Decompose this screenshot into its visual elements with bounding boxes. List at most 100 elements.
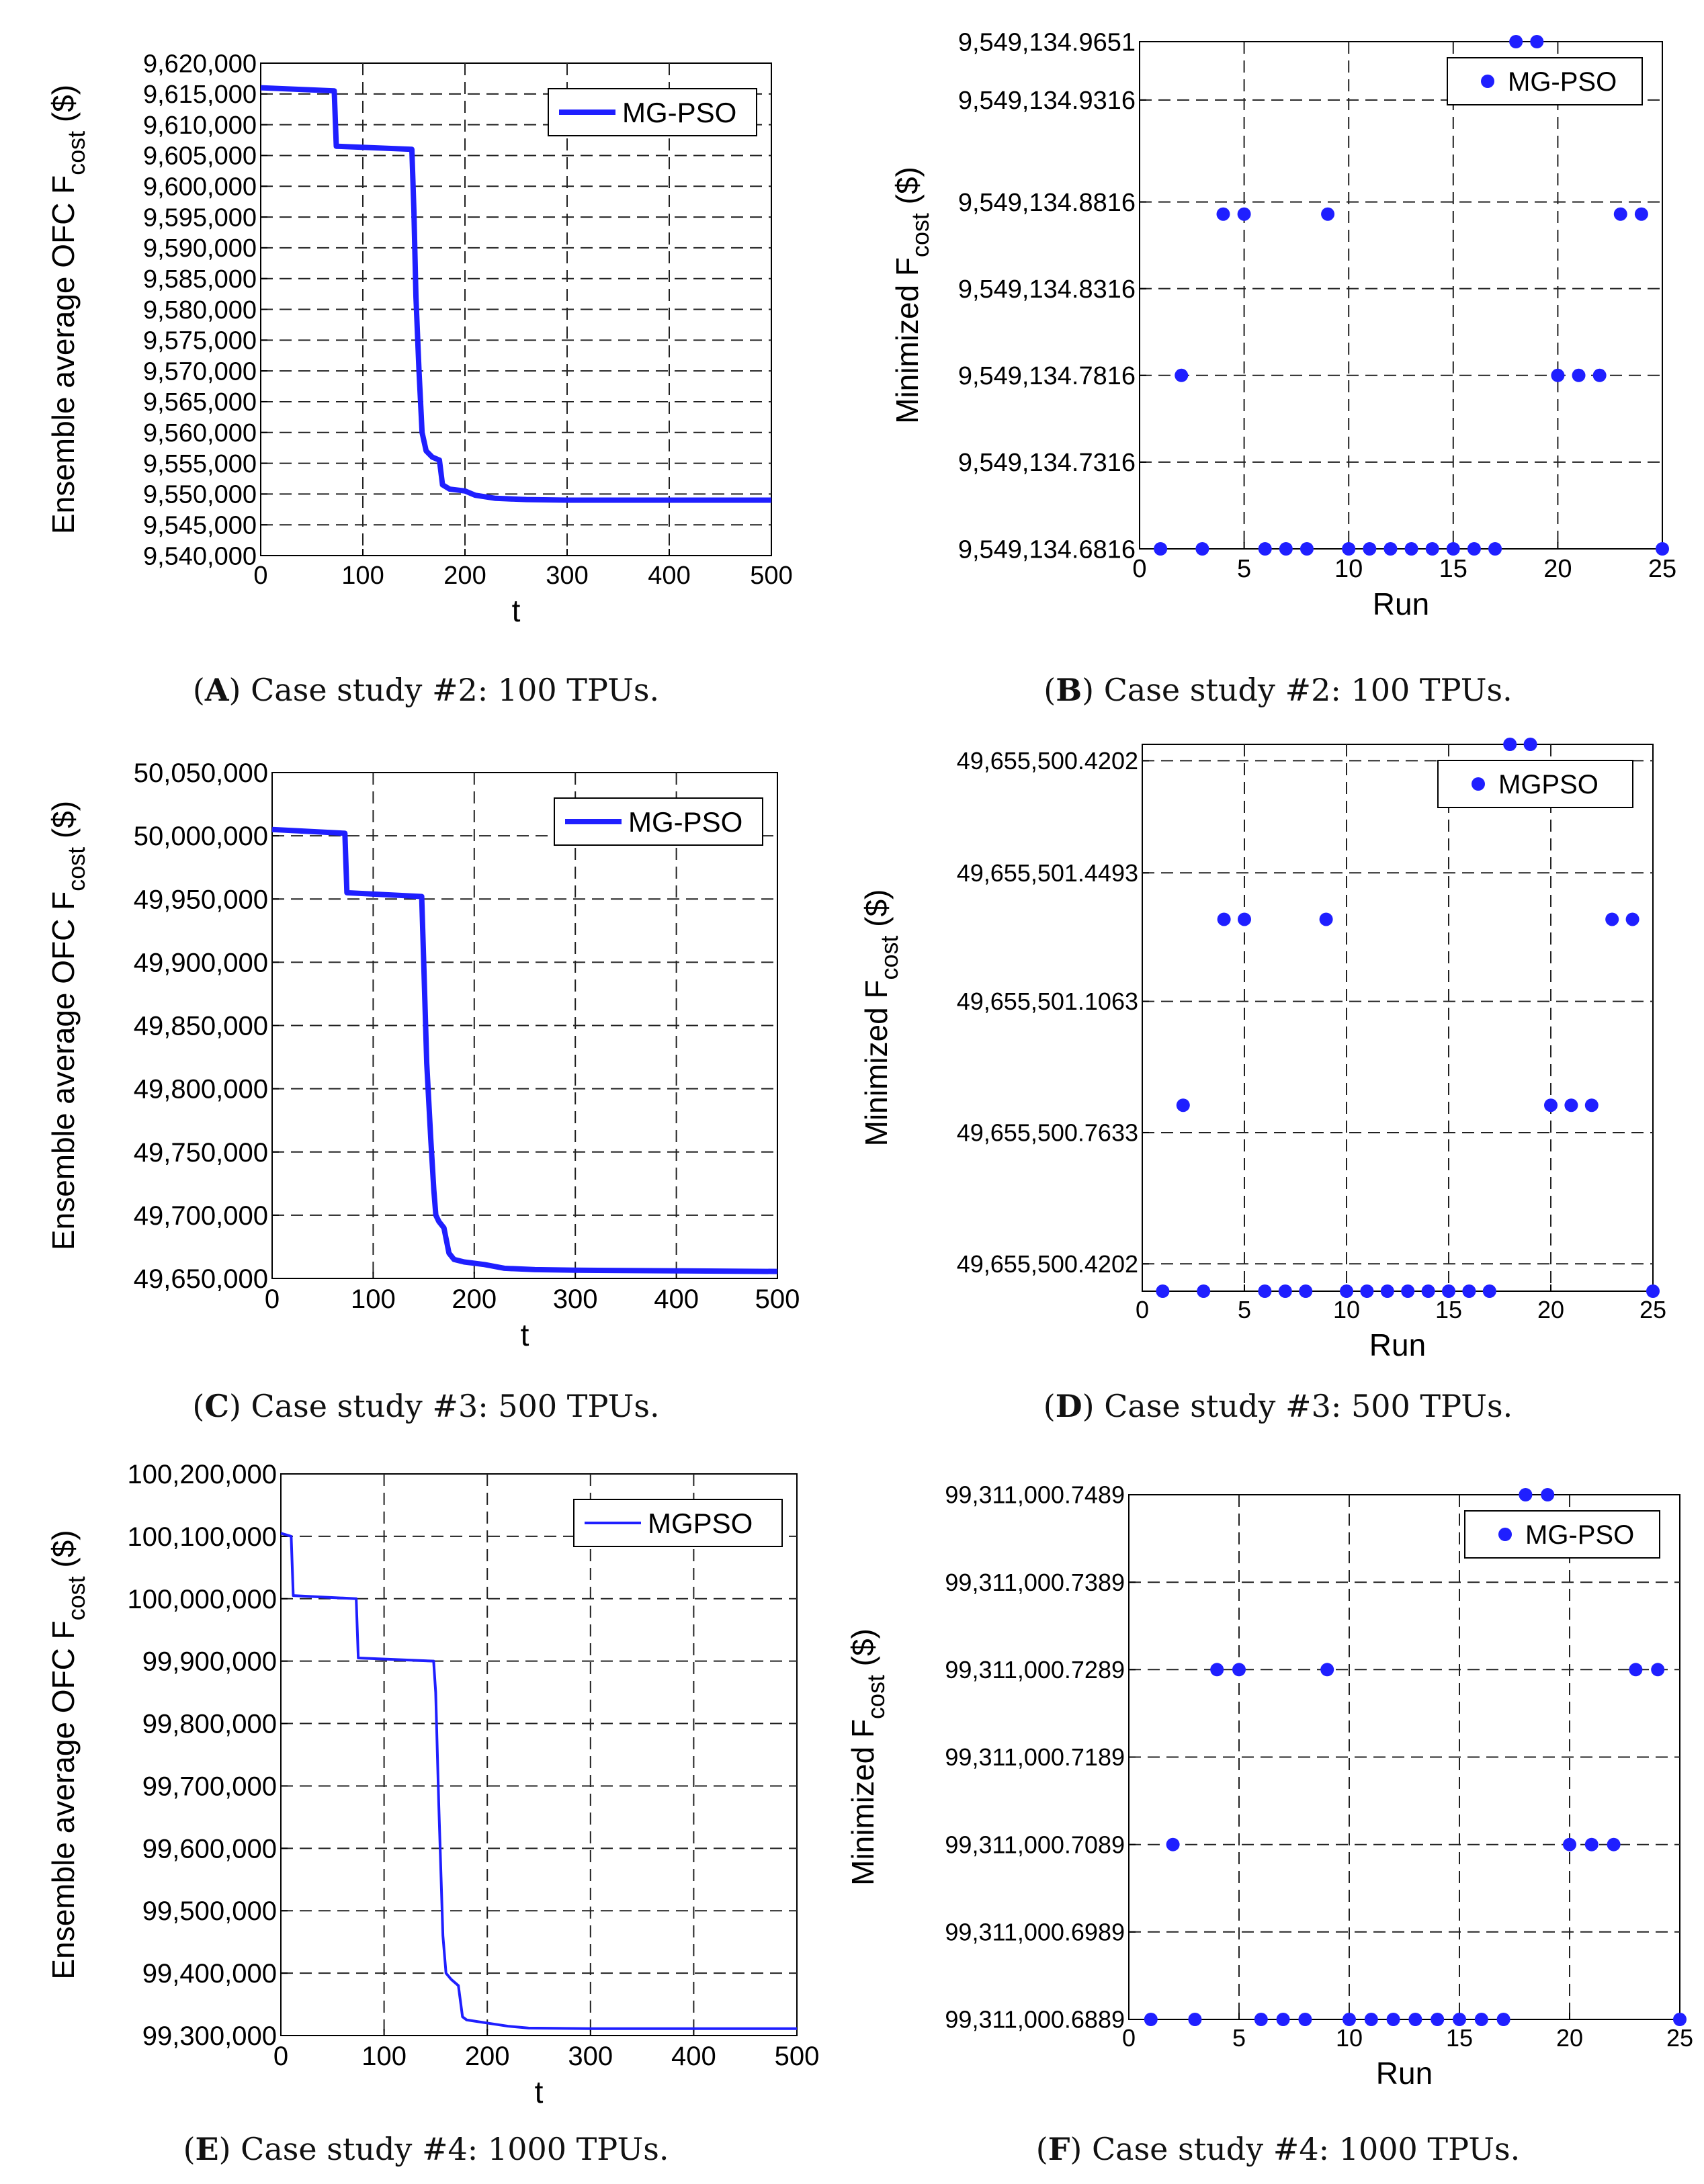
- data-point-b: [1656, 542, 1669, 556]
- x-tick-label-f: 0: [1122, 2024, 1136, 2052]
- y-tick-label-c: 49,950,000: [134, 885, 268, 914]
- y-axis-label-e: Ensemble average OFC Fcost ($): [46, 1530, 90, 1979]
- y-tick-label-a: 9,550,000: [143, 481, 257, 509]
- data-point-d: [1503, 738, 1517, 751]
- data-point-b: [1383, 542, 1398, 556]
- series-line-c: [271, 826, 778, 1274]
- data-point-b: [1404, 542, 1418, 556]
- x-tick-label-f: 15: [1446, 2024, 1473, 2052]
- data-point-d: [1646, 1284, 1660, 1298]
- y-tick-label-e: 100,000,000: [128, 1585, 277, 1614]
- plot-area-d: [1142, 744, 1654, 1292]
- plot-area-b: [1139, 41, 1663, 550]
- data-point-d: [1299, 1284, 1313, 1298]
- y-tick-label-a: 9,595,000: [143, 204, 257, 232]
- data-point-f: [1254, 2013, 1268, 2026]
- y-tick-label-c: 49,650,000: [134, 1264, 268, 1294]
- series-line-e: [280, 1532, 797, 2030]
- caption-e: (E) Case study #4: 1000 TPUs.: [183, 2131, 669, 2167]
- data-point-b: [1488, 542, 1502, 556]
- caption-e-letter: E: [195, 2131, 219, 2167]
- x-tick-label-d: 10: [1333, 1296, 1360, 1323]
- y-tick-label-e: 100,100,000: [128, 1522, 277, 1552]
- data-point-f: [1519, 1488, 1533, 1501]
- data-point-f: [1232, 1663, 1246, 1677]
- y-tick-label-b: 9,549,134.7316: [958, 449, 1136, 477]
- data-point-f: [1673, 2013, 1687, 2026]
- data-point-b: [1572, 368, 1586, 382]
- y-tick-label-c: 49,900,000: [134, 948, 268, 977]
- data-point-d: [1462, 1284, 1476, 1298]
- y-tick-label-c: 49,850,000: [134, 1012, 268, 1041]
- x-tick-label-b: 0: [1132, 555, 1146, 583]
- y-tick-label-d: 49,655,501.1063: [957, 988, 1138, 1015]
- legend-label-e: MGPSO: [648, 1508, 753, 1539]
- legend-c: MG-PSO: [554, 797, 763, 846]
- caption-d-letter: D: [1055, 1388, 1082, 1424]
- x-tick-label-c: 400: [654, 1284, 699, 1314]
- y-tick-label-b: 9,549,134.8316: [958, 275, 1136, 304]
- y-tick-label-f: 99,311,000.6989: [945, 1918, 1125, 1946]
- data-point-d: [1401, 1284, 1415, 1298]
- legend-swatch-b: [1481, 75, 1494, 88]
- y-tick-label-a: 9,545,000: [143, 511, 257, 539]
- data-point-b: [1446, 542, 1460, 556]
- x-tick-label-c: 100: [351, 1284, 396, 1314]
- x-tick-label-b: 10: [1334, 555, 1363, 583]
- y-tick-label-b: 9,549,134.8816: [958, 189, 1136, 217]
- x-tick-label-a: 200: [443, 562, 486, 590]
- data-point-f: [1496, 2013, 1510, 2026]
- legend-f: MG-PSO: [1464, 1510, 1660, 1559]
- x-tick-label-d: 20: [1537, 1296, 1564, 1323]
- data-point-f: [1563, 1837, 1576, 1851]
- x-tick-label-a: 500: [750, 562, 792, 590]
- data-point-b: [1363, 542, 1377, 556]
- x-tick-label-e: 400: [671, 2042, 716, 2071]
- data-point-b: [1300, 542, 1314, 556]
- x-axis-label-e: t: [535, 2074, 544, 2109]
- x-tick-label-e: 100: [361, 2042, 407, 2071]
- x-tick-label-e: 0: [273, 2042, 288, 2071]
- caption-c-text: Case study #3: 500 TPUs.: [241, 1388, 660, 1424]
- data-point-b: [1321, 207, 1335, 221]
- data-point-d: [1278, 1284, 1292, 1298]
- caption-b-text: Case study #2: 100 TPUs.: [1094, 672, 1513, 708]
- x-tick-label-e: 200: [465, 2042, 510, 2071]
- x-tick-label-f: 25: [1666, 2024, 1693, 2052]
- x-tick-label-d: 15: [1435, 1296, 1462, 1323]
- data-point-b: [1425, 542, 1439, 556]
- data-point-b: [1551, 368, 1565, 382]
- y-tick-label-a: 9,560,000: [143, 419, 257, 447]
- data-point-b: [1175, 368, 1189, 382]
- data-point-f: [1276, 2013, 1290, 2026]
- legend-swatch-f: [1498, 1528, 1512, 1541]
- data-point-f: [1629, 1663, 1643, 1677]
- data-point-d: [1340, 1284, 1353, 1298]
- y-tick-label-a: 9,600,000: [143, 173, 257, 202]
- x-axis-label-a: t: [512, 593, 521, 628]
- y-tick-label-f: 99,311,000.6889: [945, 2006, 1125, 2034]
- caption-d: (D) Case study #3: 500 TPUs.: [1043, 1388, 1513, 1424]
- y-tick-label-f: 99,311,000.7089: [945, 1831, 1125, 1858]
- legend-label-d: MGPSO: [1498, 770, 1599, 799]
- data-point-f: [1210, 1663, 1224, 1677]
- legend-b: MG-PSO: [1447, 57, 1643, 105]
- data-point-d: [1584, 1098, 1599, 1112]
- caption-f: (F) Case study #4: 1000 TPUs.: [1035, 2131, 1521, 2167]
- y-axis-label-f: Minimized Fcost ($): [845, 1628, 890, 1886]
- y-tick-label-e: 99,600,000: [142, 1834, 277, 1864]
- y-tick-label-c: 50,000,000: [134, 822, 268, 851]
- data-point-d: [1156, 1284, 1170, 1298]
- y-tick-label-c: 50,050,000: [134, 758, 268, 788]
- legend-label-c: MG-PSO: [628, 806, 742, 838]
- x-tick-label-b: 15: [1439, 555, 1467, 583]
- data-point-f: [1144, 2013, 1158, 2026]
- data-point-f: [1320, 1663, 1334, 1677]
- y-tick-label-f: 99,311,000.7389: [945, 1569, 1125, 1596]
- y-tick-label-b: 9,549,134.6816: [958, 535, 1136, 564]
- data-point-d: [1258, 1284, 1272, 1298]
- data-point-f: [1453, 2013, 1466, 2026]
- data-point-f: [1343, 2013, 1356, 2026]
- series-line-a: [260, 85, 771, 503]
